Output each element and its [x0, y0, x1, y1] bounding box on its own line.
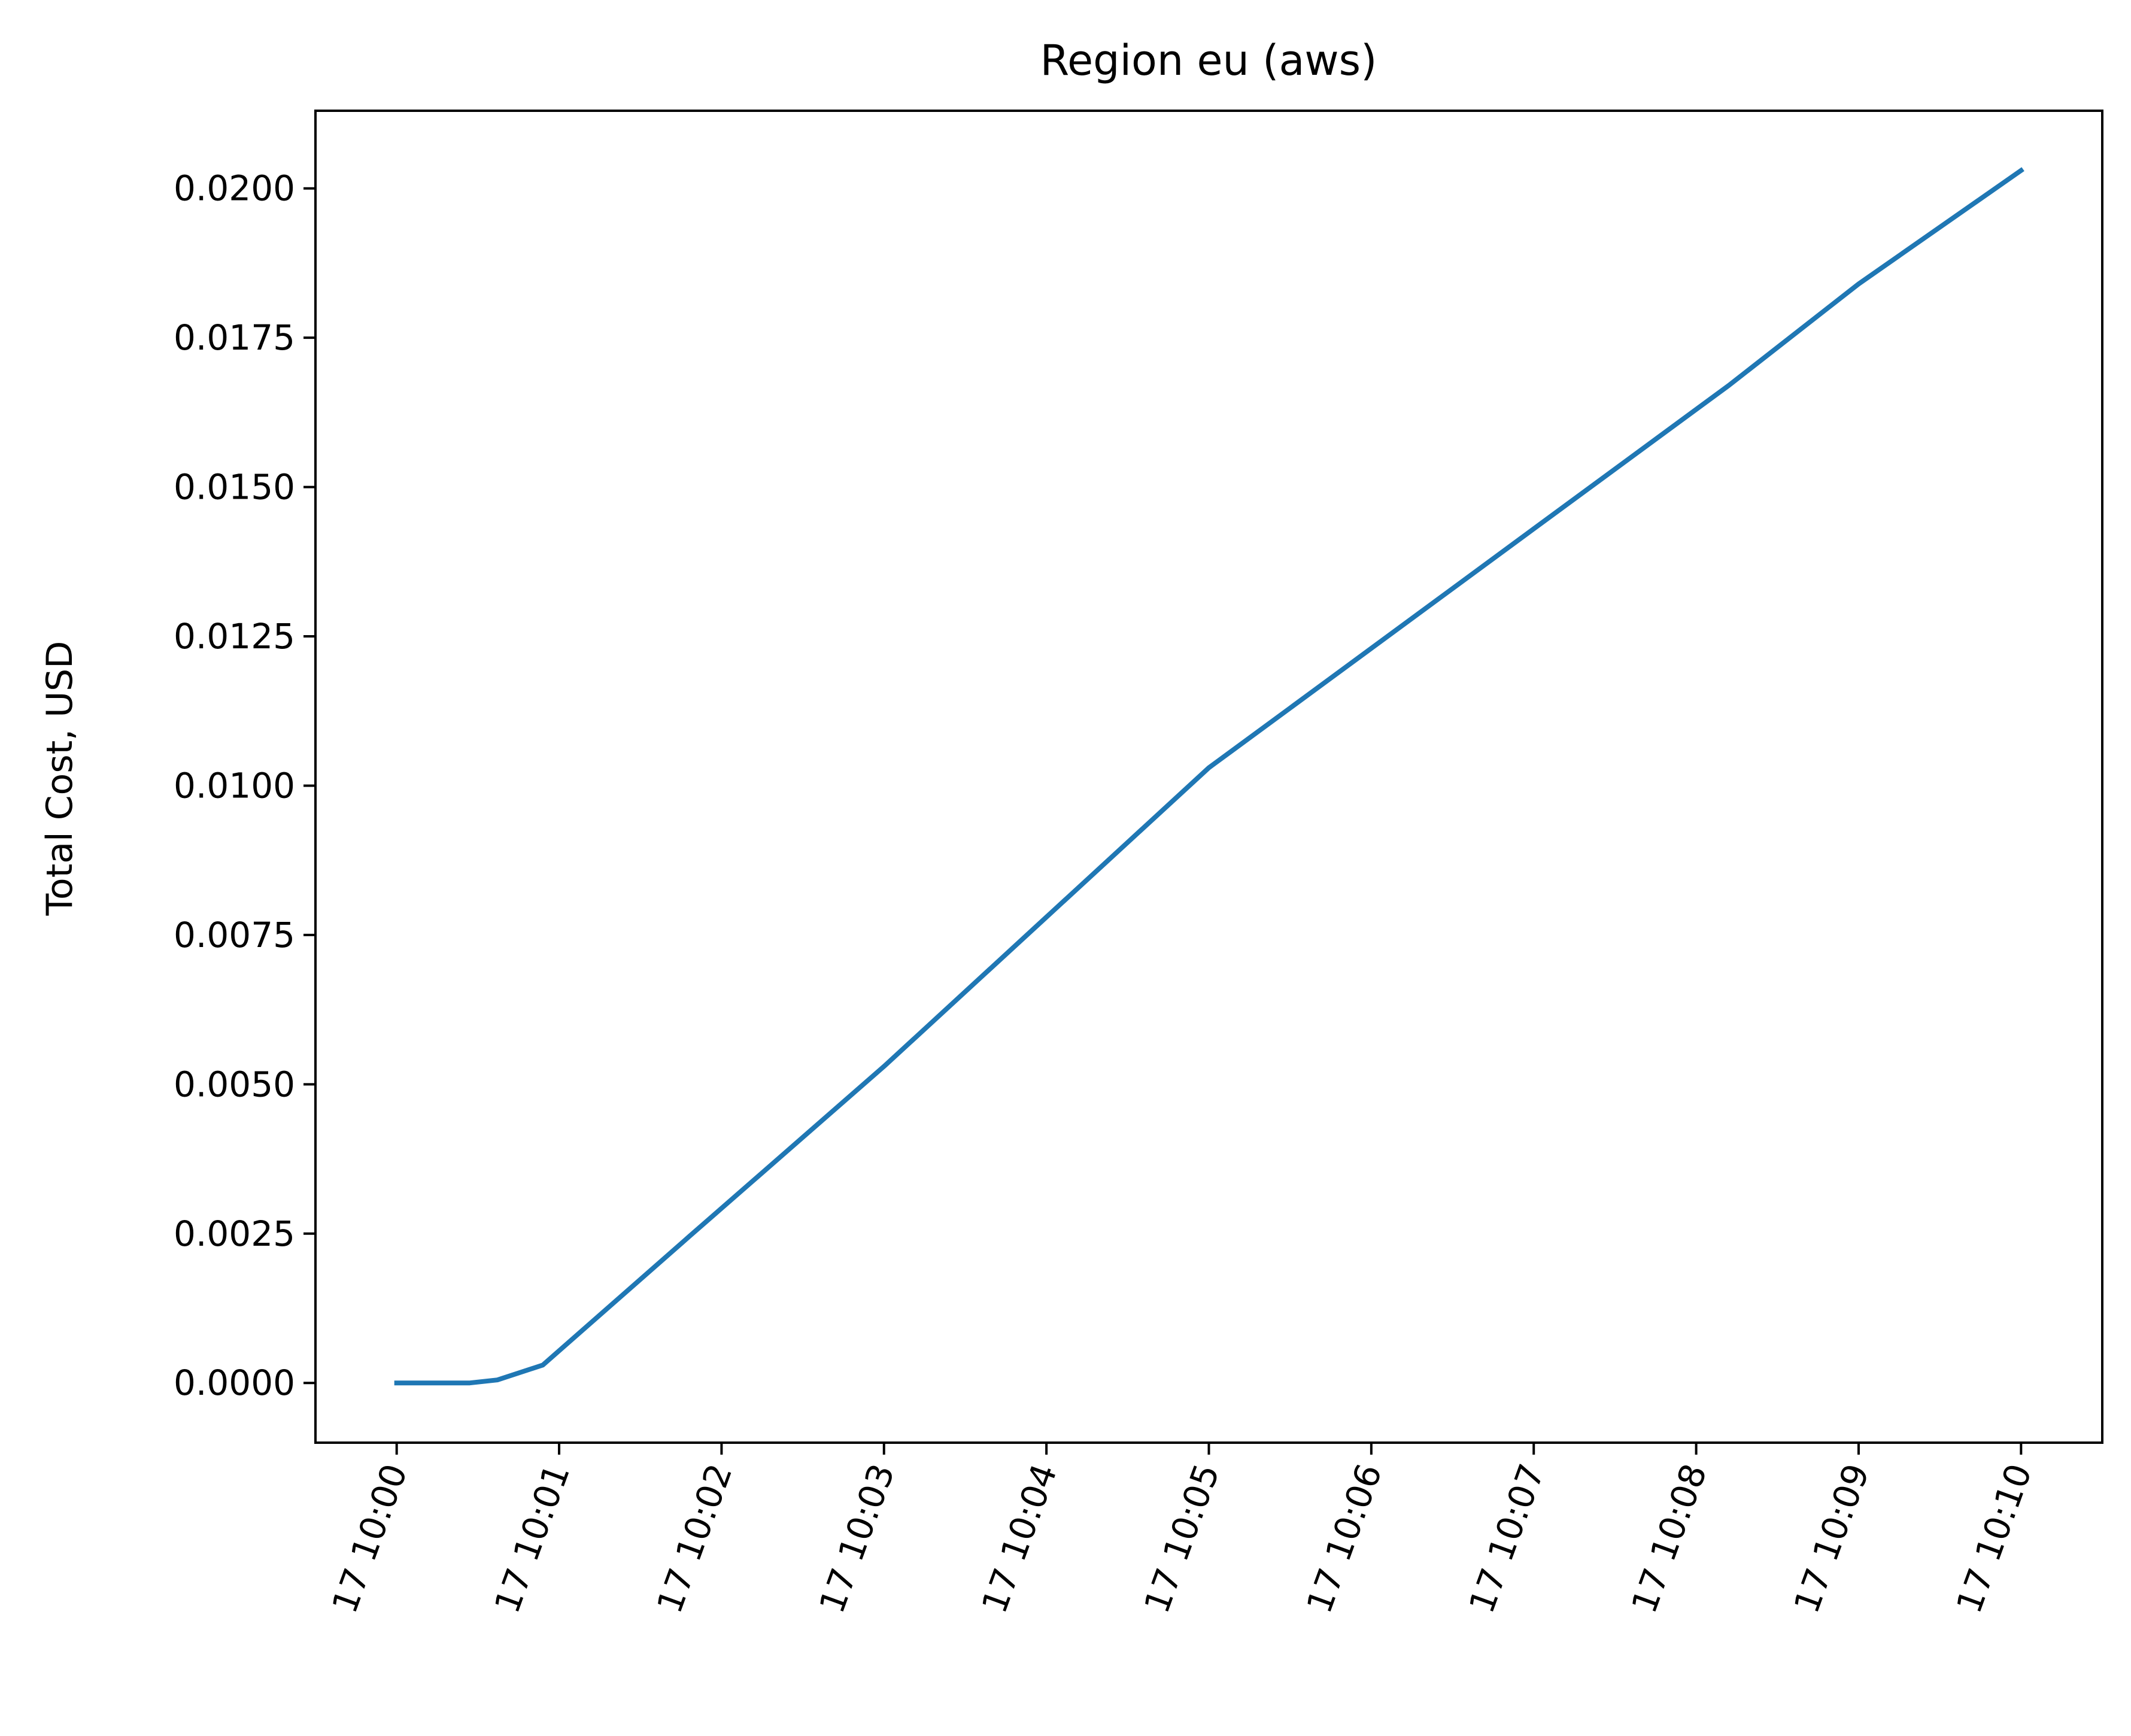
y-tick-label: 0.0075 — [174, 915, 295, 955]
y-axis: 0.0000 0.0025 0.0050 0.0075 0.0100 0.0125 0.01… — [174, 168, 315, 1403]
y-tick-label: 0.0125 — [174, 616, 295, 657]
y-tick-label: 0.0200 — [174, 168, 295, 209]
plot-frame — [314, 110, 2103, 1444]
chart-title: Region eu (aws) — [1040, 36, 1377, 85]
y-tick-label: 0.0100 — [174, 765, 295, 806]
y-tick-label: 0.0175 — [174, 317, 295, 358]
y-tick-label: 0.0050 — [174, 1064, 295, 1104]
series-line-0 — [394, 167, 2024, 1386]
y-tick-label: 0.0000 — [174, 1362, 295, 1403]
plot-area — [394, 167, 2024, 1386]
y-tick-label: 0.0025 — [174, 1213, 295, 1254]
y-tick-label: 0.0150 — [174, 467, 295, 508]
y-axis-title: Total Cost, USD — [39, 641, 81, 916]
